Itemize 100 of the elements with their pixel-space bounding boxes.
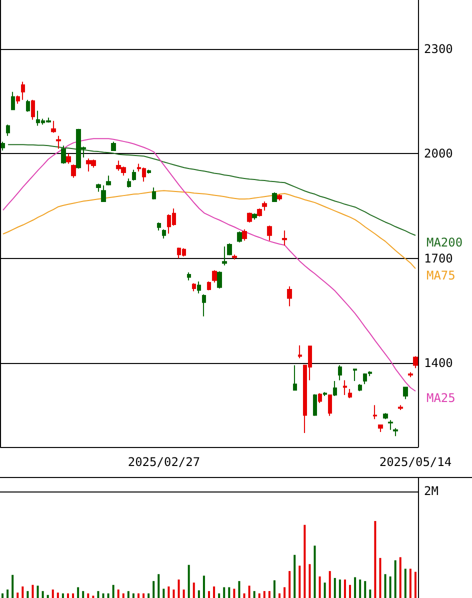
bar	[263, 591, 266, 598]
bar	[253, 591, 256, 598]
candlestick	[207, 280, 211, 291]
bar	[369, 590, 372, 598]
candlestick	[227, 242, 232, 256]
bar	[158, 574, 160, 598]
bar	[399, 557, 402, 598]
candlestick	[252, 212, 257, 220]
candlestick	[11, 91, 15, 110]
bar	[52, 590, 54, 598]
candlestick	[413, 356, 418, 369]
bar	[208, 591, 210, 598]
bar	[268, 591, 270, 598]
bar	[56, 592, 59, 598]
bar	[198, 590, 200, 598]
bar	[243, 593, 246, 598]
x-tick-label: 2025/05/14	[379, 455, 452, 469]
candlestick	[187, 272, 191, 281]
bar	[188, 564, 190, 598]
bar	[248, 586, 250, 598]
bar	[148, 593, 150, 598]
candlestick	[26, 99, 30, 112]
candlestick	[383, 412, 388, 420]
bar	[77, 587, 80, 598]
bar	[298, 566, 301, 598]
bar	[112, 584, 114, 598]
candlestick	[267, 225, 272, 242]
x-tick-label: 2025/02/27	[128, 455, 200, 469]
series-label: MA25	[426, 391, 456, 406]
candlestick	[16, 95, 20, 104]
bar	[36, 586, 39, 598]
candlestick	[242, 228, 247, 242]
bar	[72, 593, 74, 598]
bar	[2, 593, 4, 598]
bar	[16, 592, 19, 598]
candlestick	[353, 368, 357, 382]
bar	[162, 588, 165, 598]
candlestick	[282, 230, 287, 246]
candlestick	[162, 228, 166, 240]
text: 2M	[424, 484, 438, 498]
bar	[66, 593, 69, 598]
candlestick	[1, 141, 5, 152]
bar	[218, 593, 220, 598]
candlestick	[393, 428, 398, 437]
bar	[107, 593, 110, 598]
bar	[152, 581, 155, 598]
bar	[26, 591, 29, 598]
candlestick	[61, 145, 66, 164]
bar	[82, 591, 84, 598]
bar	[97, 591, 100, 598]
y-tick-label: 1700	[424, 251, 453, 266]
bar	[394, 560, 396, 598]
bar	[384, 574, 386, 598]
bar	[328, 571, 331, 598]
candlestick	[262, 201, 267, 212]
bar	[404, 568, 406, 598]
bar	[238, 581, 240, 598]
candlestick	[202, 294, 206, 317]
bar	[314, 546, 316, 598]
candlestick	[232, 254, 237, 260]
bar	[228, 587, 230, 598]
candlestick	[388, 420, 393, 430]
line-series	[2, 190, 416, 270]
line-series	[2, 138, 416, 392]
candlestick	[338, 364, 342, 381]
bar	[304, 524, 306, 598]
bar	[213, 586, 216, 598]
y-tick-label: 2000	[424, 146, 453, 161]
candlestick	[408, 372, 413, 378]
bar	[172, 590, 175, 598]
candlestick	[323, 392, 327, 397]
bar	[258, 593, 260, 598]
candlestick	[318, 392, 322, 404]
bar	[334, 578, 336, 598]
candlestick	[21, 81, 25, 100]
candlestick	[192, 282, 196, 292]
candlestick	[237, 231, 242, 243]
candlestick	[277, 194, 282, 201]
bar	[318, 576, 321, 598]
candlestick	[398, 404, 403, 410]
candlestick	[147, 169, 151, 174]
candlestick	[247, 212, 252, 223]
candlestick	[348, 388, 352, 399]
candlestick	[157, 222, 161, 231]
bar	[308, 564, 311, 598]
line-series	[8, 144, 416, 236]
bar	[32, 584, 34, 598]
series-label: MA75	[426, 268, 456, 283]
candlestick	[257, 208, 262, 218]
bar	[202, 576, 205, 598]
bar	[273, 580, 276, 598]
bar	[389, 576, 392, 598]
candlestick	[287, 286, 292, 307]
bar	[6, 590, 9, 598]
bar	[46, 594, 49, 598]
bar	[192, 582, 195, 598]
bar	[117, 590, 120, 598]
bar	[344, 580, 346, 598]
bar	[142, 593, 145, 598]
bar	[409, 568, 412, 598]
